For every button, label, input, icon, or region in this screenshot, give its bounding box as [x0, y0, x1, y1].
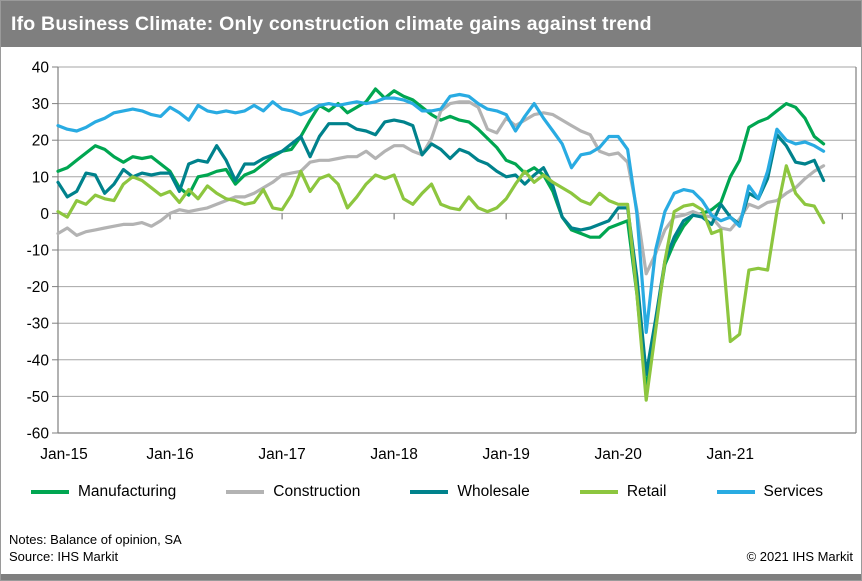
- legend-label-services: Services: [763, 483, 823, 500]
- line-chart: 40 30 20 10 0 -10 -20 -30 -40 -50 -60 Jan-15 Jan-16 J…: [27, 60, 857, 463]
- chart-notes: Notes: Balance of opinion, SA Source: IH…: [9, 531, 182, 565]
- notes-line: Notes: Balance of opinion, SA: [9, 532, 182, 547]
- chart-title-bar: Ifo Business Climate: Only construction …: [1, 1, 861, 47]
- legend-item-wholesale: Wholesale: [410, 483, 530, 501]
- copyright: © 2021 IHS Markit: [746, 549, 853, 564]
- y-tick-label: -20: [27, 279, 50, 296]
- legend-swatch-construction: [226, 490, 265, 494]
- footer: Notes: Balance of opinion, SA Source: IH…: [1, 509, 861, 565]
- legend-label-manufacturing: Manufacturing: [78, 483, 177, 500]
- y-tick-label: 20: [32, 133, 50, 150]
- x-tick-label: Jan-20: [595, 446, 643, 463]
- series-line-retail: [56, 164, 826, 402]
- legend-item-manufacturing: Manufacturing: [31, 483, 176, 501]
- legend-item-construction: Construction: [226, 483, 360, 501]
- chart-title: Ifo Business Climate: Only construction …: [11, 13, 652, 35]
- y-tick-label: -50: [27, 389, 50, 406]
- legend-swatch-wholesale: [410, 490, 449, 494]
- y-tick-label: 40: [32, 60, 50, 77]
- legend-swatch-services: [716, 490, 755, 494]
- bottom-bar: [1, 574, 861, 580]
- y-tick-label: 10: [32, 169, 50, 186]
- plot-area: 40 30 20 10 0 -10 -20 -30 -40 -50 -60 Jan-15 Jan-16 J…: [1, 47, 861, 475]
- y-tick-label: -40: [27, 352, 50, 369]
- series-line-services: [56, 92, 826, 334]
- source-line: Source: IHS Markit: [9, 549, 119, 564]
- x-tick-label: Jan-21: [707, 446, 754, 463]
- legend-label-wholesale: Wholesale: [457, 483, 530, 500]
- legend-label-construction: Construction: [273, 483, 361, 500]
- legend-item-retail: Retail: [579, 483, 667, 501]
- legend-label-retail: Retail: [626, 483, 667, 500]
- y-tick-label: 0: [40, 206, 49, 223]
- legend-swatch-manufacturing: [31, 490, 69, 494]
- y-tick-label: -10: [27, 243, 50, 260]
- series-line-manufacturing: [56, 87, 826, 393]
- legend-item-services: Services: [716, 483, 823, 501]
- legend-swatch-retail: [579, 490, 618, 494]
- x-tick-label: Jan-18: [370, 446, 417, 463]
- series-line-wholesale: [56, 118, 826, 376]
- y-tick-label: -30: [27, 316, 50, 333]
- x-tick-label: Jan-16: [146, 446, 193, 463]
- y-tick-label: -60: [27, 426, 50, 443]
- x-tick-label: Jan-17: [258, 446, 305, 463]
- y-tick-label: 30: [32, 96, 50, 113]
- x-tick-label: Jan-19: [482, 446, 529, 463]
- series-line-construction: [56, 100, 826, 276]
- chart-legend: Manufacturing Construction Wholesale Retail…: [1, 475, 861, 509]
- x-tick-label: Jan-15: [40, 446, 87, 463]
